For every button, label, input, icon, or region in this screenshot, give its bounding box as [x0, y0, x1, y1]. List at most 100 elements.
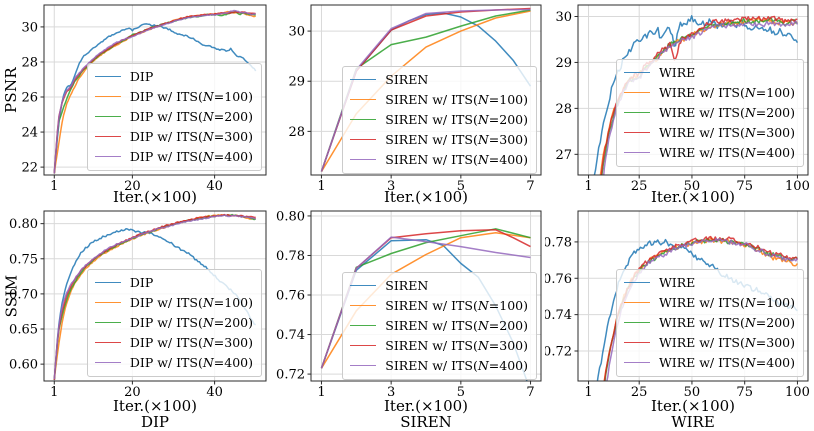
- legend-line-swatch: [623, 362, 650, 363]
- x-tick-label: 40: [206, 385, 223, 400]
- x-tick-label: 20: [124, 385, 141, 400]
- legend-line-swatch: [94, 362, 121, 363]
- legend-item: WIRE w/ ITS(N=400): [623, 353, 795, 372]
- y-tick-label: 29: [555, 56, 572, 71]
- legend-line-swatch: [350, 285, 377, 286]
- y-tick-label: 22: [21, 161, 38, 176]
- legend-label: SIREN w/ ITS(N=400): [385, 358, 528, 373]
- x-tick-label: 40: [206, 179, 223, 194]
- legend-label: WIRE w/ ITS(N=100): [658, 85, 795, 100]
- y-tick-label: 0.76: [545, 272, 572, 287]
- x-axis-label: Iter.(×100): [650, 188, 736, 205]
- legend-line-swatch: [623, 282, 650, 283]
- plot-psnr-siren: 1 3 5 7 28 29 30 SIREN SIREN w/ ITS(N=100) SIREN…: [271, 0, 545, 205]
- y-tick-label: 26: [21, 91, 38, 106]
- x-axis-label: Iter.(×100): [383, 188, 469, 205]
- legend-item: WIRE w/ ITS(N=300): [623, 123, 795, 142]
- y-tick-label: 30: [21, 20, 38, 35]
- legend-item: DIP w/ ITS(N=100): [94, 87, 253, 106]
- y-tick-label: 30: [555, 10, 572, 25]
- y-tick-label: 28: [21, 55, 38, 70]
- legend-label: WIRE: [658, 275, 696, 290]
- legend-line-swatch: [623, 342, 650, 343]
- legend-line-swatch: [623, 322, 650, 323]
- legend-label: SIREN: [385, 72, 429, 87]
- legend-label: WIRE w/ ITS(N=400): [658, 145, 795, 160]
- legend-item: SIREN w/ ITS(N=400): [350, 356, 528, 375]
- legend-line-swatch: [350, 345, 377, 346]
- x-tick-label: 3: [387, 179, 395, 194]
- chart-cell-ssim-wire: 1 25 50 75 100 0.72 0.74 0.76 0.78 WIRE WIRE w/ I…: [545, 205, 814, 431]
- y-tick-label: 30: [288, 25, 305, 40]
- legend-label: DIP w/ ITS(N=300): [129, 129, 253, 144]
- legend-label: SIREN w/ ITS(N=200): [385, 318, 528, 333]
- x-tick-label: 1: [584, 385, 592, 400]
- legend-label: DIP w/ ITS(N=100): [129, 295, 253, 310]
- plot-ssim-siren: 1 3 5 7 0.72 0.74 0.76 0.78 0.80 SIREN SIREN w/ I…: [271, 205, 545, 431]
- x-tick-label: 100: [785, 385, 810, 400]
- y-tick-label: 0.75: [9, 252, 38, 267]
- legend-item: DIP w/ ITS(N=200): [94, 313, 253, 332]
- x-tick-label: 50: [684, 179, 701, 194]
- legend-line-swatch: [94, 156, 121, 157]
- legend-line-swatch: [623, 302, 650, 303]
- y-tick-label: 24: [21, 126, 38, 141]
- y-tick-label: 0.78: [276, 249, 305, 264]
- x-tick-label: 25: [631, 179, 648, 194]
- legend-line-swatch: [94, 96, 121, 97]
- y-tick-label: 0.74: [545, 308, 572, 323]
- legend-item: WIRE w/ ITS(N=200): [623, 313, 795, 332]
- plot-psnr-dip: 1 20 40 22 24 26 28 30 DIP DIP w/ ITS(N=100) DIP …: [0, 0, 271, 205]
- legend-label: WIRE: [658, 65, 696, 80]
- legend-ssim-dip: DIP DIP w/ ITS(N=100) DIP w/ ITS(N=200) DIP…: [86, 269, 262, 377]
- legend-label: DIP w/ ITS(N=100): [129, 89, 253, 104]
- x-tick-label: 75: [736, 179, 753, 194]
- legend-ssim-siren: SIREN SIREN w/ ITS(N=100) SIREN w/ ITS(N=2…: [342, 272, 537, 380]
- x-tick-label: 20: [124, 179, 141, 194]
- legend-item: WIRE: [623, 63, 795, 82]
- y-tick-label: 0.70: [9, 287, 38, 302]
- x-tick-label: 1: [317, 385, 325, 400]
- legend-item: DIP w/ ITS(N=300): [94, 333, 253, 352]
- legend-item: SIREN w/ ITS(N=300): [350, 130, 528, 149]
- legend-label: WIRE w/ ITS(N=200): [658, 315, 795, 330]
- y-tick-label: 0.80: [9, 217, 38, 232]
- plot-ssim-wire: 1 25 50 75 100 0.72 0.74 0.76 0.78 WIRE WIRE w/ I…: [545, 205, 814, 431]
- legend-line-swatch: [623, 112, 650, 113]
- y-axis-label-ssim: SSIM: [0, 211, 22, 381]
- y-axis-label-text: PSNR: [2, 67, 20, 113]
- legend-line-swatch: [94, 302, 121, 303]
- series-line-4: [320, 236, 531, 369]
- legend-line-swatch: [623, 132, 650, 133]
- legend-item: DIP w/ ITS(N=400): [94, 353, 253, 372]
- x-tick-label: 5: [457, 179, 465, 194]
- chart-cell-ssim-dip: 1 20 40 0.60 0.65 0.70 0.75 0.80 DIP DIP w/ ITS(…: [0, 205, 271, 431]
- legend-line-swatch: [94, 76, 121, 77]
- x-tick-label: 1: [584, 179, 592, 194]
- x-tick-label: 7: [526, 385, 534, 400]
- legend-ssim-wire: WIRE WIRE w/ ITS(N=100) WIRE w/ ITS(N=200)…: [615, 269, 804, 377]
- plot-psnr-wire: 1 25 50 75 100 27 28 29 30 WIRE WIRE w/ ITS(N=100…: [545, 0, 814, 205]
- legend-psnr-dip: DIP DIP w/ ITS(N=100) DIP w/ ITS(N=200) DIP…: [86, 63, 262, 171]
- legend-label: SIREN w/ ITS(N=300): [385, 132, 528, 147]
- y-tick-label: 0.80: [276, 209, 305, 224]
- y-tick-label: 0.78: [545, 235, 572, 250]
- legend-label: DIP w/ ITS(N=300): [129, 335, 253, 350]
- legend-line-swatch: [350, 325, 377, 326]
- y-tick-label: 0.72: [545, 345, 572, 360]
- legend-line-swatch: [94, 136, 121, 137]
- chart-caption-siren: SIREN: [400, 413, 452, 431]
- legend-item: SIREN w/ ITS(N=300): [350, 336, 528, 355]
- legend-label: DIP w/ ITS(N=400): [129, 149, 253, 164]
- x-tick-label: 100: [785, 179, 810, 194]
- legend-line-swatch: [350, 139, 377, 140]
- legend-item: WIRE w/ ITS(N=300): [623, 333, 795, 352]
- legend-item: SIREN w/ ITS(N=200): [350, 110, 528, 129]
- x-axis-label: Iter.(×100): [112, 188, 198, 205]
- series-line-0: [53, 23, 257, 174]
- legend-item: SIREN: [350, 70, 528, 89]
- legend-item: SIREN w/ ITS(N=100): [350, 90, 528, 109]
- plot-ssim-dip: 1 20 40 0.60 0.65 0.70 0.75 0.80 DIP DIP w/ ITS(…: [0, 205, 271, 431]
- y-axis-label-text: SSIM: [2, 274, 20, 318]
- legend-item: SIREN w/ ITS(N=200): [350, 316, 528, 335]
